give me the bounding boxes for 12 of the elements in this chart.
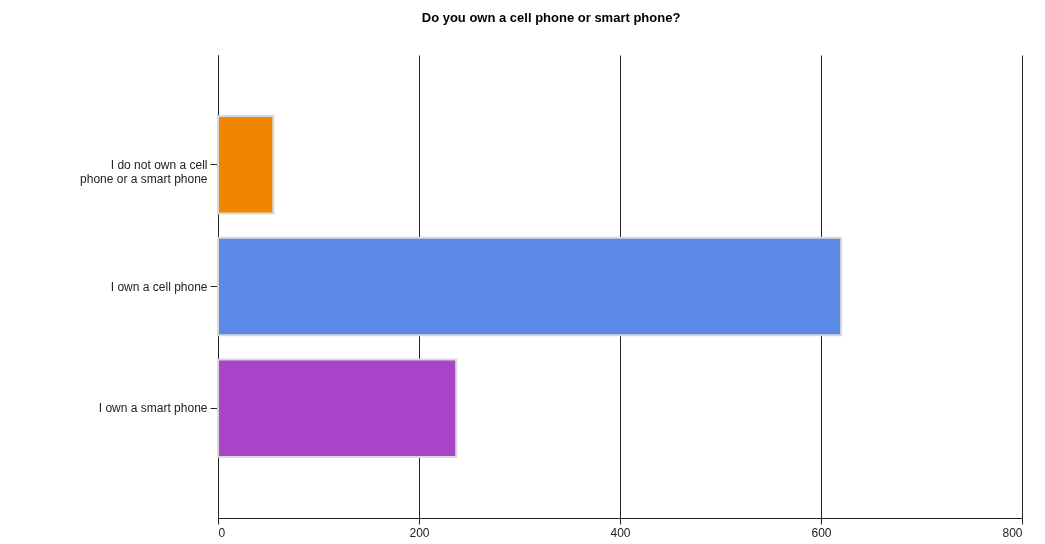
- bar: [217, 358, 458, 459]
- y-tick-label: I do not own a cell phone or a smart phone: [80, 157, 208, 186]
- y-tick-label: I own a cell phone: [110, 279, 208, 294]
- y-tick-label: I own a smart phone: [98, 401, 208, 416]
- x-tick-label: 400: [610, 525, 631, 540]
- chart-title: Do you own a cell phone or smart phone?: [421, 10, 681, 25]
- x-tick-label: 0: [218, 525, 226, 540]
- bar: [217, 114, 275, 215]
- bar: [217, 236, 843, 337]
- x-tick-label: 600: [811, 525, 832, 540]
- x-tick-label: 800: [1002, 525, 1023, 540]
- x-tick-label: 200: [409, 525, 430, 540]
